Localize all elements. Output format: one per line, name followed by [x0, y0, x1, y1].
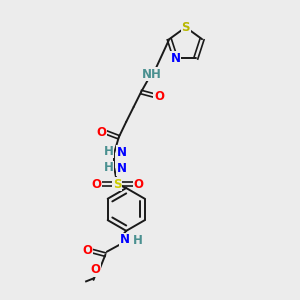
Text: S: S — [113, 178, 122, 191]
Text: O: O — [154, 90, 164, 103]
Text: O: O — [134, 178, 144, 191]
Text: O: O — [91, 178, 101, 191]
Text: S: S — [182, 21, 190, 34]
Text: NH: NH — [142, 68, 161, 81]
Text: O: O — [82, 244, 93, 257]
Text: H: H — [104, 161, 114, 174]
Text: N: N — [120, 233, 130, 246]
Text: O: O — [90, 263, 100, 276]
Text: N: N — [170, 52, 181, 65]
Text: O: O — [96, 126, 106, 139]
Text: H: H — [133, 234, 143, 247]
Text: N: N — [117, 162, 127, 175]
Text: N: N — [117, 146, 127, 159]
Text: H: H — [104, 145, 114, 158]
